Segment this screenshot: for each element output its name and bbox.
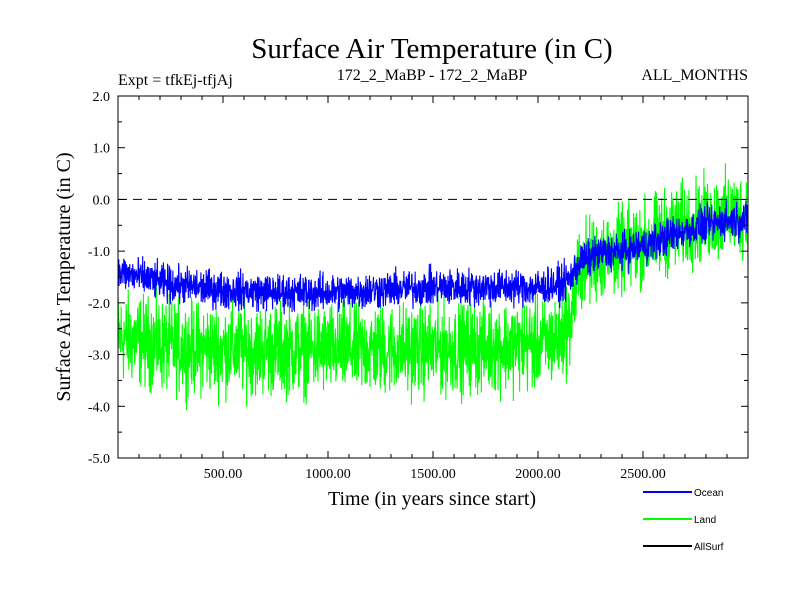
y-tick-label: -1.0 (88, 245, 110, 260)
x-axis-label: Time (in years since start) (328, 488, 536, 510)
series-layer (118, 163, 748, 411)
x-tick-label: 500.00 (204, 467, 243, 482)
x-tick-label: 2000.00 (515, 467, 561, 482)
legend-label-land: Land (694, 515, 716, 526)
tick-layer: 500.00 1000.00 1500.00 2000.00 2500.00 -5.0 -4… (88, 90, 748, 482)
y-tick-label: -4.0 (88, 400, 110, 415)
period-label: 172_2_MaBP - 172_2_MaBP (337, 67, 528, 84)
series-line-land (118, 163, 748, 411)
experiment-label: Expt = tfkEj-tfjAj (118, 72, 233, 89)
plot-frame (117, 95, 749, 459)
x-tick-label: 1500.00 (410, 467, 456, 482)
x-tick-label: 1000.00 (305, 467, 351, 482)
y-axis-label: Surface Air Temperature (in C) (53, 152, 75, 401)
legend-label-allsurf: AllSurf (694, 542, 724, 553)
series-line-ocean (118, 200, 748, 315)
chart-title: Surface Air Temperature (in C) (251, 33, 612, 65)
y-tick-label: 0.0 (93, 193, 111, 208)
y-tick-label: -2.0 (88, 297, 110, 312)
y-tick-label: -5.0 (88, 452, 110, 467)
legend-label-ocean: Ocean (694, 488, 723, 499)
y-tick-label: -3.0 (88, 349, 110, 364)
y-tick-label: 2.0 (93, 90, 111, 105)
months-label: ALL_MONTHS (641, 67, 748, 84)
x-tick-label: 2500.00 (620, 467, 666, 482)
legend: Ocean Land AllSurf (643, 488, 724, 553)
y-tick-label: 1.0 (93, 142, 111, 157)
